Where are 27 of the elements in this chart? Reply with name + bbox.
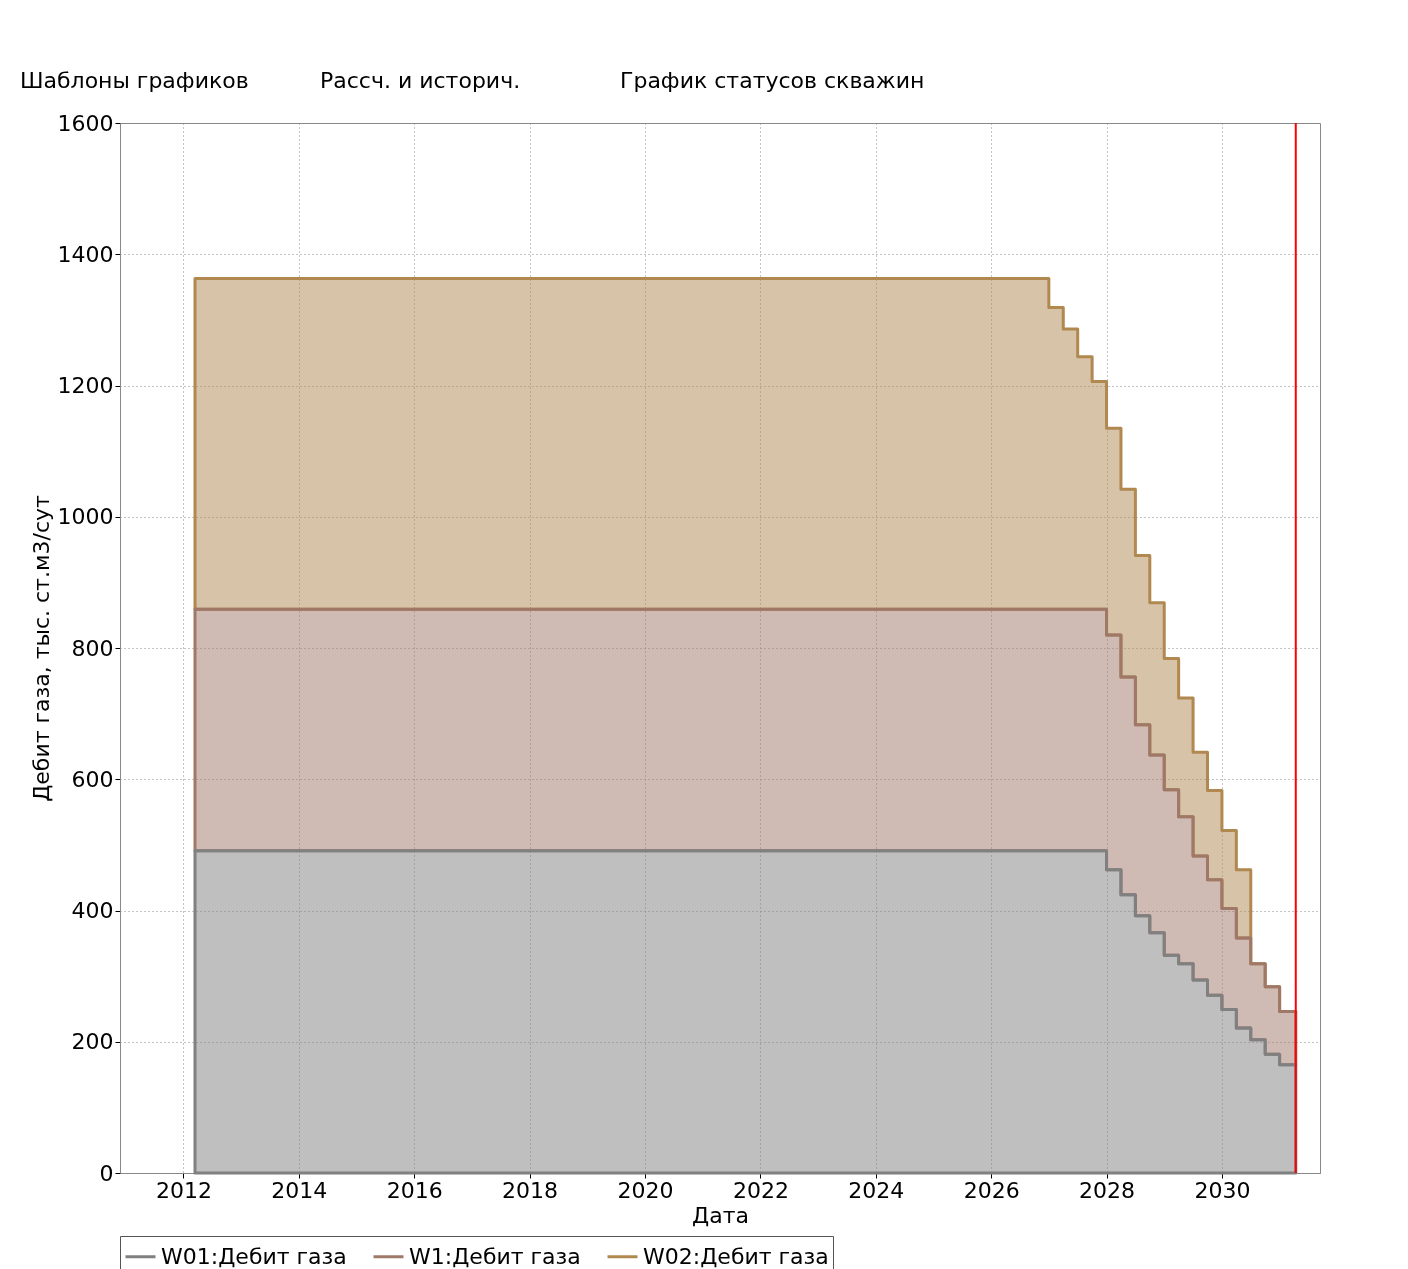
x-tick-label: 2030 — [1194, 1177, 1251, 1203]
x-tick-label: 2012 — [155, 1177, 212, 1203]
y-tick-label: 0 — [99, 1160, 114, 1186]
x-axis-title: Дата — [692, 1202, 749, 1228]
x-tick-label: 2022 — [732, 1177, 789, 1203]
y-tick-label: 1400 — [57, 241, 114, 267]
x-tick-label: 2018 — [502, 1177, 559, 1203]
y-tick-label: 1200 — [57, 373, 114, 398]
x-tick-label: 2020 — [617, 1177, 674, 1203]
x-tick-label: 2026 — [963, 1177, 1020, 1203]
y-tick-label: 200 — [71, 1029, 114, 1055]
legend-label: W02:Дебит газа — [643, 1243, 829, 1269]
text: График статусов скважин — [620, 68, 925, 93]
x-tick-label: 2016 — [386, 1177, 443, 1203]
text: Рассч. и историч. — [320, 68, 521, 93]
y-tick-label: 800 — [71, 635, 114, 661]
y-tick-label: 400 — [71, 898, 114, 923]
x-tick-label: 2014 — [271, 1177, 328, 1203]
y-axis-title: Дебит газа, тыс. ст.м3/сут — [28, 494, 54, 802]
y-tick-label: 1600 — [57, 110, 114, 136]
text: Шаблоны графиков — [20, 68, 249, 93]
x-tick-label: 2024 — [848, 1177, 905, 1203]
x-tick-label: 2028 — [1079, 1177, 1136, 1203]
y-tick-label: 1000 — [57, 504, 114, 530]
y-tick-label: 600 — [71, 766, 114, 792]
legend-label: W01:Дебит газа — [161, 1243, 347, 1269]
legend-label: W1:Дебит газа — [409, 1243, 581, 1269]
